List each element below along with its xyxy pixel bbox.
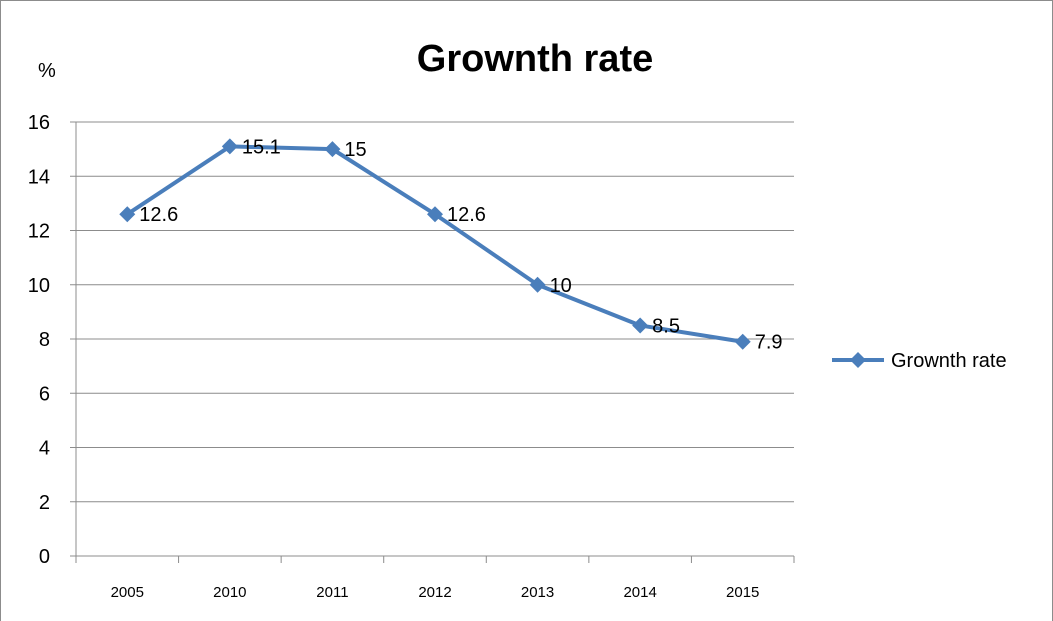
data-point-marker [529, 276, 546, 293]
y-tick-label: 8 [39, 329, 50, 351]
data-label: 15.1 [242, 136, 281, 158]
x-tick-label: 2012 [418, 584, 451, 601]
data-point-marker [427, 206, 443, 223]
data-point-marker [324, 141, 341, 158]
data-label: 12.6 [447, 204, 486, 226]
x-tick-labels: 2005 2010 2011 2012 2013 2014 2015 [111, 584, 760, 601]
y-tick-label: 12 [28, 221, 50, 243]
x-tick-label: 2013 [521, 584, 554, 601]
data-point-marker [221, 138, 238, 155]
chart-title: Grownth rate [416, 38, 654, 80]
data-label: 7.9 [755, 332, 783, 354]
data-point-marker [632, 317, 649, 334]
data-label: 10 [550, 275, 572, 297]
y-tick-labels: 0 2 4 6 8 10 12 14 16 [28, 112, 50, 568]
series-line [126, 144, 744, 344]
legend: Grownth rate [832, 350, 1007, 372]
y-tick-label: 14 [28, 166, 50, 188]
data-label: 8.5 [652, 315, 680, 337]
gridlines [76, 121, 794, 503]
x-tick-label: 2005 [111, 584, 144, 601]
y-tick-label: 16 [28, 112, 50, 134]
data-labels: 12.6 15.1 15 12.6 10 8.5 7.9 [139, 136, 782, 353]
x-tick-label: 2014 [623, 584, 656, 601]
data-label: 12.6 [139, 204, 178, 226]
y-tick-label: 6 [39, 383, 50, 405]
y-tick-label: 4 [39, 438, 50, 460]
legend-label: Grownth rate [891, 350, 1007, 372]
y-tick-label: 2 [39, 492, 50, 514]
x-tick-label: 2010 [213, 584, 246, 601]
y-tick-label: 0 [39, 546, 50, 568]
legend-marker [850, 352, 866, 368]
axes [70, 121, 795, 563]
x-tick-label: 2011 [316, 584, 348, 601]
data-point-marker [119, 206, 136, 223]
data-label: 15 [344, 139, 366, 161]
data-series [119, 138, 751, 350]
y-tick-label: 10 [28, 275, 50, 297]
data-point-marker [734, 333, 751, 350]
x-tick-label: 2015 [726, 584, 759, 601]
y-axis-unit-label: % [38, 60, 56, 82]
